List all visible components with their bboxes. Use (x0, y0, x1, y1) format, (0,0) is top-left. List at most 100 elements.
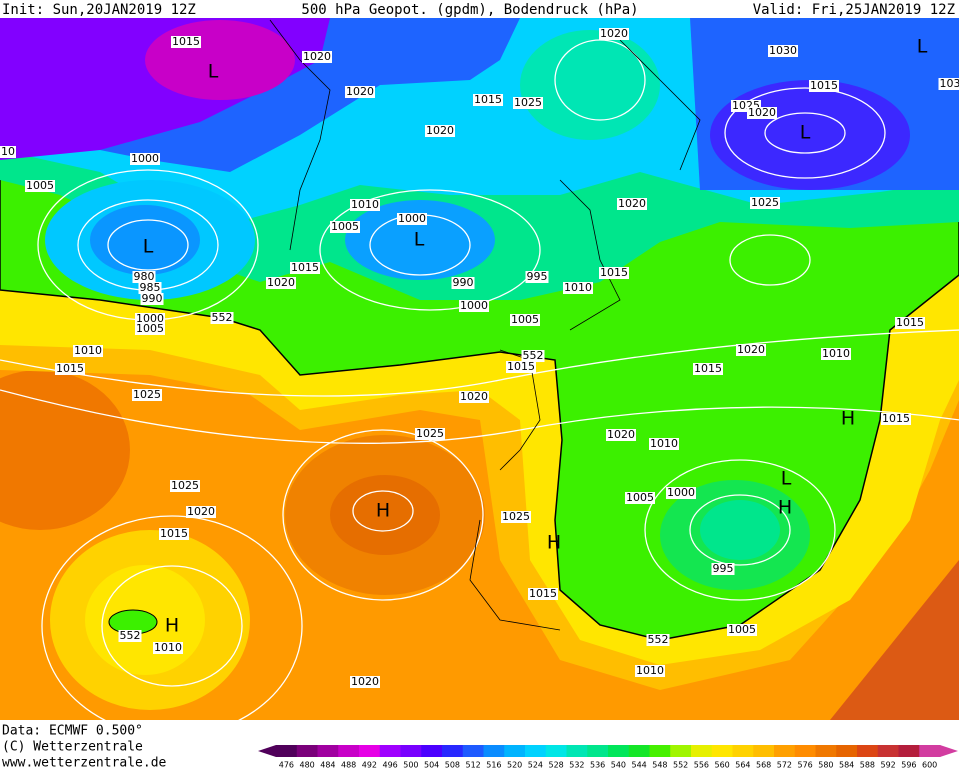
colorbar-swatch (338, 745, 360, 757)
isobar-label: 1020 (426, 124, 454, 137)
pressure-center: L (781, 468, 792, 490)
colorbar-swatch (919, 745, 941, 757)
colorbar-tick-label: 524 (528, 761, 543, 770)
isobar-label: 1015 (896, 316, 924, 329)
colorbar-tick-label: 496 (382, 761, 397, 770)
colorbar: 476 480 484 488 492 496 500 504 508 512 516 520 524 5… (258, 745, 958, 770)
isobar-label-bg (210, 312, 234, 324)
map-field (0, 18, 959, 720)
isobar-label-bg (727, 624, 757, 636)
map-title: 500 hPa Geopot. (gpdm), Bodendruck (hPa) (301, 2, 638, 18)
colorbar-swatch (815, 745, 837, 757)
pressure-center: H (778, 497, 792, 519)
isobar-label-bg (290, 262, 320, 274)
isobar-label-bg (666, 487, 696, 499)
isobar-label: 1020 (187, 505, 215, 518)
isobar-label: 1020 (618, 197, 646, 210)
colorbar-swatch (525, 745, 547, 757)
isobar-label-bg (302, 51, 332, 63)
colorbar-tick-label: 512 (465, 761, 480, 770)
isobar-label: 1015 (882, 412, 910, 425)
colorbar-tick-label: 580 (818, 761, 833, 770)
isobar-label: 1015 (160, 527, 188, 540)
isobar-label-bg (711, 563, 735, 575)
isobar-label: 1020 (748, 106, 776, 119)
isobar-label-bg (425, 125, 455, 137)
isobar-label: 1010 (564, 281, 592, 294)
isobar-label: 552 (120, 629, 141, 642)
isobar-label: 1020 (267, 276, 295, 289)
field-red (830, 560, 959, 720)
pressure-center: L (917, 36, 928, 58)
colorbar-swatch (545, 745, 567, 757)
colorbar-swatch (442, 745, 464, 757)
colorbar-swatch (462, 745, 484, 757)
colorbar-tick-label: 552 (673, 761, 688, 770)
colorbar-tick-label: 500 (403, 761, 418, 770)
colorbar-tick-label: 544 (631, 761, 646, 770)
isobar-label: 1025 (514, 96, 542, 109)
isobar-label-bg (501, 511, 531, 523)
colorbar-tick-label: 556 (694, 761, 709, 770)
isobar-label: 1010 (74, 344, 102, 357)
field-teal-ridge (520, 30, 660, 140)
colorbar-swatch (898, 745, 920, 757)
isobar-label-bg (415, 428, 445, 440)
colorbar-tick-label: 540 (611, 761, 626, 770)
colorbar-swatch (670, 745, 692, 757)
colorbar-arrow (258, 745, 276, 757)
isobar-label-bg (140, 293, 164, 305)
isobar-label: 1010 (154, 641, 182, 654)
isobar-label-bg (473, 94, 503, 106)
isobar-label-bg (599, 267, 629, 279)
colorbar-tick-label: 516 (486, 761, 501, 770)
colorbar-tick-label: 584 (839, 761, 854, 770)
isobar-label: 1010 (650, 437, 678, 450)
data-source: Data: ECMWF 0.500° (2, 724, 143, 739)
colorbar-tick-label: 476 (279, 761, 294, 770)
isobar-label-bg (693, 363, 723, 375)
isobar-label-bg (266, 277, 296, 289)
colorbar-swatch (649, 745, 671, 757)
isobar-label: 1020 (460, 390, 488, 403)
colorbar-tick-label: 504 (424, 761, 439, 770)
colorbar-tick-label: 560 (714, 761, 729, 770)
isobar-label: 1020 (303, 50, 331, 63)
isobar-label: 552 (523, 349, 544, 362)
colorbar-swatch (711, 745, 733, 757)
colorbar-swatch (877, 745, 899, 757)
isobar-label-bg (649, 438, 679, 450)
colorbar-swatch (276, 745, 298, 757)
colorbar-tick-label: 536 (590, 761, 605, 770)
isobar-label-bg (130, 153, 160, 165)
isobar-label: 1000 (136, 312, 164, 325)
colorbar-tick-label: 588 (860, 761, 875, 770)
valid-time: Valid: Fri,25JAN2019 12Z (753, 2, 955, 18)
colorbar-swatch (732, 745, 754, 757)
colorbar-tick-label: 600 (922, 761, 937, 770)
colorbar-swatch (317, 745, 339, 757)
colorbar-swatch (483, 745, 505, 757)
isobar-label: 1015 (172, 35, 200, 48)
isobar-label: 1020 (351, 675, 379, 688)
colorbar-tick-label: 548 (652, 761, 667, 770)
isobar-label: 1015 (600, 266, 628, 279)
isobar-label-bg (525, 271, 549, 283)
isobar-label: 995 (527, 270, 548, 283)
isobar-label-bg (132, 389, 162, 401)
isobar-label-bg (350, 199, 380, 211)
isobar-label: 1015 (529, 587, 557, 600)
colorbar-tick-label: 480 (299, 761, 314, 770)
isobar-label-bg (809, 80, 839, 92)
colorbar-tick-label: 568 (756, 761, 771, 770)
colorbar-tick-label: 508 (445, 761, 460, 770)
isobar-label: 1025 (416, 427, 444, 440)
colorbar-swatch (296, 745, 318, 757)
isobar-label-bg (895, 317, 925, 329)
isobar-label-bg (625, 492, 655, 504)
isobar-label-bg (451, 277, 475, 289)
colorbar-tick-label: 564 (735, 761, 750, 770)
isobar-label: 1000 (667, 486, 695, 499)
isobar-label: 990 (142, 292, 163, 305)
colorbar-tick-label: 532 (569, 761, 584, 770)
